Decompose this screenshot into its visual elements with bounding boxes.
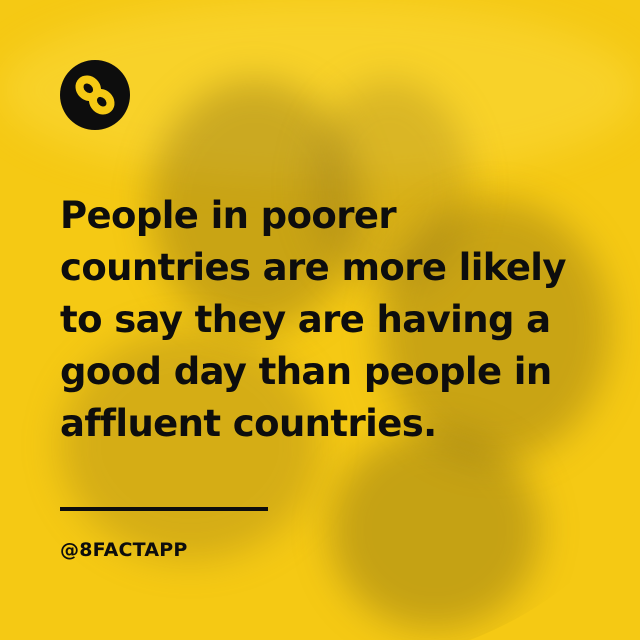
headline-line: affluent countries. [60,402,437,445]
headline-line: People in poorer [60,194,397,237]
divider [60,507,268,511]
headline-line: countries are more likely [60,246,567,289]
headline-line: good day than people in [60,350,552,393]
fact-headline: People in poorer countries are more like… [60,190,600,450]
headline-line: to say they are having a [60,298,551,341]
brand-logo [60,60,130,130]
social-handle: @8FACTAPP [60,539,188,561]
infinity-eight-icon [75,75,115,115]
